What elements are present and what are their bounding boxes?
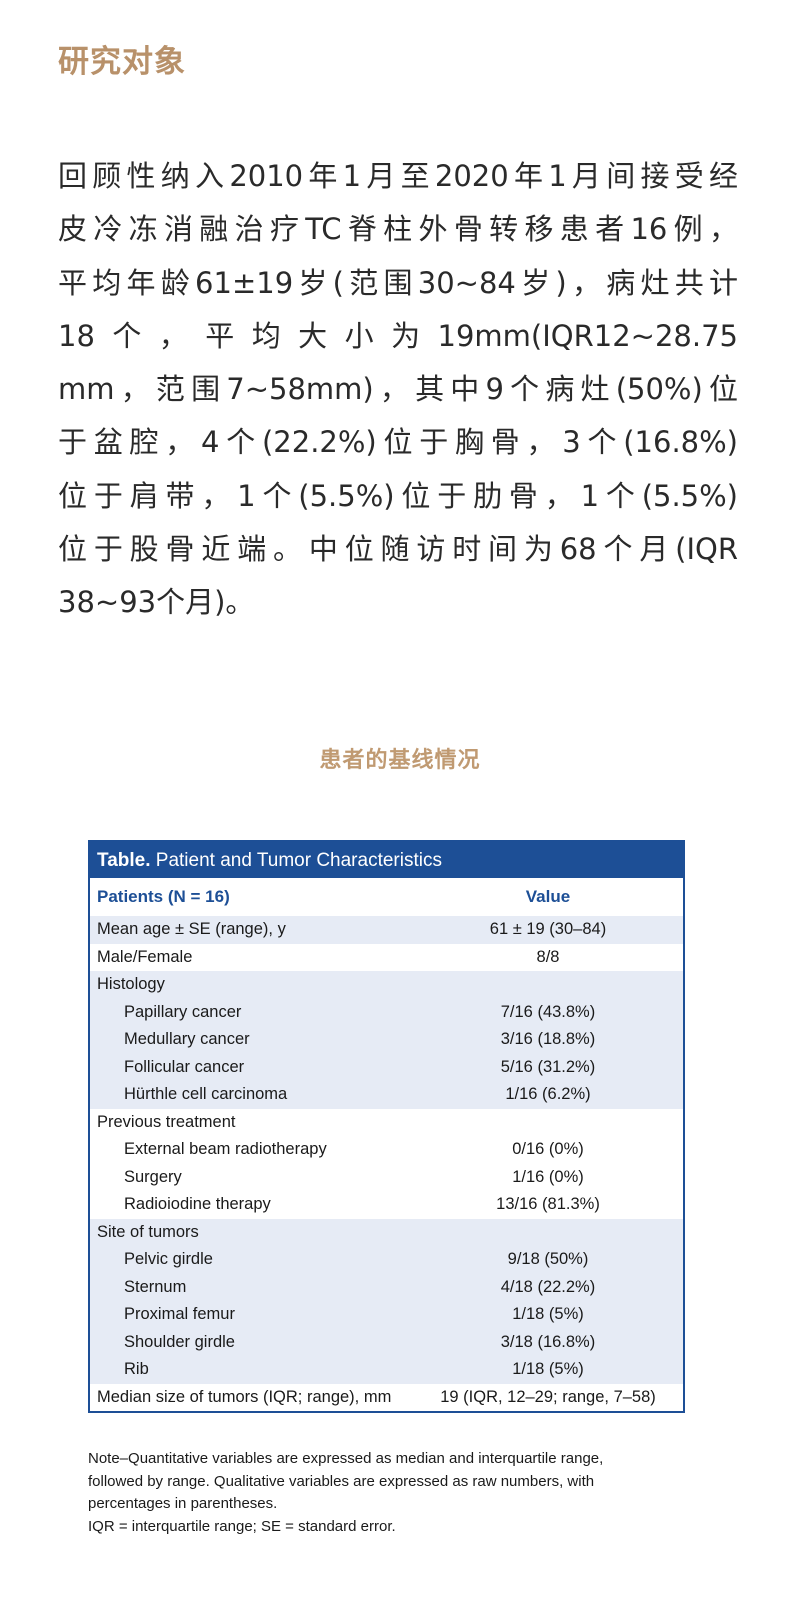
table-row: Radioiodine therapy 13/16 (81.3%): [90, 1191, 683, 1219]
row-label: Radioiodine therapy: [124, 1195, 271, 1213]
row-value: 1/18 (5%): [512, 1360, 584, 1378]
row-value: 0/16 (0%): [512, 1140, 584, 1158]
row-value: 1/18 (5%): [512, 1305, 584, 1323]
row-value: [413, 971, 683, 999]
table-caption: 患者的基线情况: [319, 748, 481, 773]
row-value: 3/16 (18.8%): [500, 1030, 596, 1048]
note-line: IQR = interquartile range; SE = standard…: [88, 1517, 396, 1535]
column-header-patients: Patients (N = 16): [97, 887, 230, 906]
note-line: followed by range. Qualitative variables…: [88, 1472, 595, 1490]
table-row: Hürthle cell carcinoma 1/16 (6.2%): [90, 1081, 683, 1109]
table-row: Rib 1/18 (5%): [90, 1356, 683, 1384]
body-paragraph: 回顾性纳入2010年1月至2020年1月间接受经 皮冷冻消融治疗TC脊柱外骨转移患…: [58, 150, 738, 630]
table-row: Medullary cancer 3/16 (18.8%): [90, 1026, 683, 1054]
row-label: Hürthle cell carcinoma: [124, 1085, 288, 1103]
table-body: Mean age ± SE (range), y 61 ± 19 (30–84) M…: [90, 916, 683, 1411]
characteristics-table: Table. Patient and Tumor Characteristics…: [88, 840, 685, 1413]
paragraph-line: 皮冷冻消融治疗TC脊柱外骨转移患者16例，: [58, 212, 738, 247]
note-line: Note–Quantitative variables are expresse…: [88, 1450, 604, 1467]
row-value: 5/16 (31.2%): [500, 1057, 596, 1076]
table-note: Note–Quantitative variables are expresse…: [88, 1448, 728, 1538]
table-row: Sternum 4/18 (22.2%): [90, 1273, 683, 1301]
table-row: Histology: [90, 971, 683, 999]
row-value: 9/18 (50%): [507, 1250, 589, 1268]
row-value: 8/8: [536, 947, 560, 966]
table-row: Surgery 1/16 (0%): [90, 1164, 683, 1192]
row-value: 1/16 (0%): [512, 1167, 584, 1186]
row-label: External beam radiotherapy: [124, 1140, 327, 1158]
row-label: Medullary cancer: [124, 1030, 250, 1048]
note-line: percentages in parentheses.: [88, 1495, 278, 1512]
row-label: Shoulder girdle: [124, 1332, 235, 1351]
table-row: Male/Female 8/8: [90, 944, 683, 972]
table-row: Pelvic girdle 9/18 (50%): [90, 1246, 683, 1274]
row-label: Surgery: [124, 1167, 182, 1186]
row-label: Rib: [124, 1360, 149, 1378]
paragraph-line: 回顾性纳入2010年1月至2020年1月间接受经: [58, 159, 738, 193]
column-header-value: Value: [525, 887, 571, 906]
paragraph-line: 位于肩带，1个(5.5%)位于肋骨，1个(5.5%): [58, 478, 738, 513]
row-label: Previous treatment: [97, 1112, 236, 1131]
row-value: [413, 1109, 683, 1137]
table-row: Median size of tumors (IQR; range), mm 19…: [90, 1384, 683, 1412]
row-label: Median size of tumors (IQR; range), mm: [97, 1387, 392, 1406]
table-column-headers: Patients (N = 16) Value: [90, 878, 683, 916]
row-value: 61 ± 19 (30–84): [489, 920, 607, 938]
row-label: Male/Female: [97, 947, 193, 966]
table-title-text: Patient and Tumor Characteristics: [155, 850, 442, 871]
row-value: 19 (IQR, 12–29; range, 7–58): [440, 1387, 656, 1406]
row-value: 3/18 (16.8%): [500, 1332, 596, 1351]
row-label: Proximal femur: [124, 1305, 235, 1323]
paragraph-line: 于盆腔，4个(22.2%)位于胸骨，3个(16.8%): [58, 425, 738, 460]
row-value: 13/16 (81.3%): [496, 1195, 600, 1213]
section-heading: 研究对象: [58, 44, 186, 80]
row-label: Site of tumors: [97, 1222, 199, 1241]
row-value: 1/16 (6.2%): [505, 1085, 591, 1103]
table-row: Follicular cancer 5/16 (31.2%): [90, 1053, 683, 1081]
table-row: Site of tumors: [90, 1218, 683, 1247]
paragraph-line: 18个，平均大小为19mm(IQR12~28.75: [58, 318, 738, 353]
row-label: Pelvic girdle: [124, 1250, 213, 1268]
row-label: Mean age ± SE (range), y: [97, 920, 286, 938]
table-row: External beam radiotherapy 0/16 (0%): [90, 1136, 683, 1164]
table-row: Mean age ± SE (range), y 61 ± 19 (30–84): [90, 916, 683, 944]
row-value: 7/16 (43.8%): [500, 1002, 596, 1021]
table-title: Table. Patient and Tumor Characteristics: [90, 842, 683, 878]
paragraph-line: 位于股骨近端。中位随访时间为68个月(IQR: [58, 532, 738, 567]
row-label: Histology: [97, 975, 165, 993]
table-row: Papillary cancer 7/16 (43.8%): [90, 998, 683, 1026]
table-title-label: Table.: [97, 850, 151, 871]
table-row: Proximal femur 1/18 (5%): [90, 1301, 683, 1329]
table-row: Shoulder girdle 3/18 (16.8%): [90, 1328, 683, 1356]
row-label: Sternum: [124, 1277, 187, 1296]
row-label: Papillary cancer: [124, 1002, 242, 1021]
row-label: Follicular cancer: [124, 1057, 245, 1076]
row-value: [413, 1219, 683, 1247]
paragraph-line: 平均年龄61±19岁(范围30~84岁)，病灶共计: [58, 265, 738, 300]
paragraph-line: mm，范围7~58mm)，其中9个病灶(50%)位: [58, 372, 738, 407]
paragraph-line: 38~93个月)。: [58, 585, 255, 620]
row-value: 4/18 (22.2%): [500, 1277, 596, 1296]
table-row: Previous treatment: [90, 1109, 683, 1137]
